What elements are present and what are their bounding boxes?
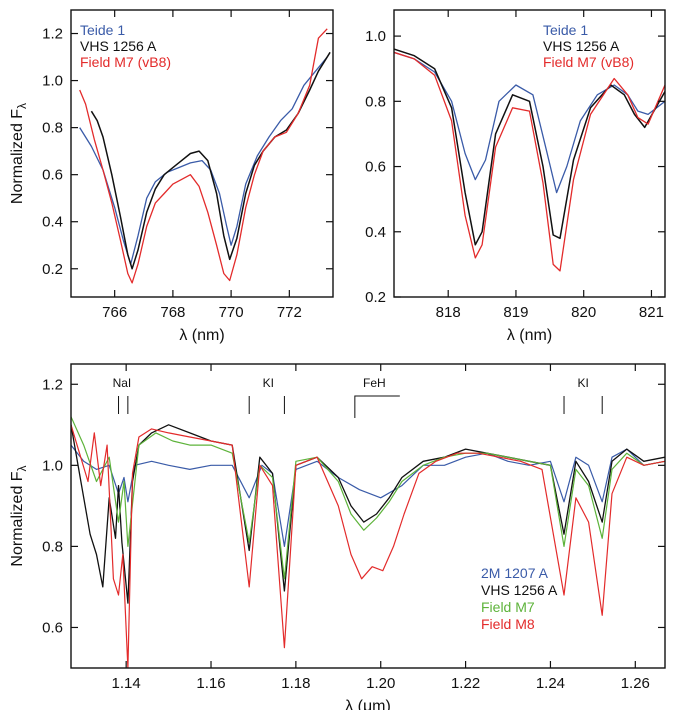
series-line-teide-1 bbox=[394, 51, 665, 194]
series-group bbox=[71, 416, 665, 668]
series-line-field-m8 bbox=[71, 424, 665, 668]
y-tick-label: 1.2 bbox=[42, 376, 63, 393]
panel-bottom: 1.14 1.16 1.18 1.20 1.22 1.24 1.26 0.6 0.8 1.0 1.2… bbox=[9, 363, 666, 710]
y-tick-label: 0.2 bbox=[42, 261, 63, 278]
y-tick-label: 0.6 bbox=[42, 167, 63, 184]
x-axis-label-symbol: λ bbox=[345, 698, 357, 710]
x-tick-label: 770 bbox=[219, 304, 244, 321]
x-axis-label-symbol: λ bbox=[179, 327, 191, 344]
x-tick-label: 818 bbox=[436, 304, 461, 321]
x-tick-label: 1.22 bbox=[451, 675, 480, 692]
series-group bbox=[394, 48, 665, 272]
series-line-field-m7-vb8- bbox=[394, 51, 665, 272]
panel-top-left: 766 768 770 772 0.2 0.4 0.6 0.8 1.0 1.2 λ (nm) Norm… bbox=[9, 9, 334, 344]
x-tick-label: 766 bbox=[102, 304, 127, 321]
series-line-vhs-1256-a bbox=[90, 51, 331, 270]
y-tick-label: 0.4 bbox=[365, 224, 386, 241]
x-tick-label: 819 bbox=[503, 304, 528, 321]
line-id-label: FeH bbox=[363, 376, 386, 390]
y-axis-label-text: Normalized F bbox=[9, 109, 26, 204]
x-axis-label-unit: (nm) bbox=[192, 327, 225, 344]
legend-entry: Field M8 bbox=[481, 616, 535, 632]
x-tick-label: 1.20 bbox=[366, 675, 395, 692]
series-group bbox=[79, 28, 331, 284]
x-tick-label: 1.18 bbox=[281, 675, 310, 692]
y-tick-label: 0.6 bbox=[42, 619, 63, 636]
y-axis-label-text: Normalized F bbox=[9, 471, 26, 566]
y-axis-label-subscript: λ bbox=[15, 103, 29, 109]
x-axis-label-symbol: λ bbox=[507, 327, 519, 344]
legend-entry: Teide 1 bbox=[80, 22, 125, 38]
x-tick-label: 1.14 bbox=[112, 675, 141, 692]
x-tick-label: 1.24 bbox=[536, 675, 565, 692]
x-tick-label: 821 bbox=[639, 304, 664, 321]
x-tick-label: 768 bbox=[160, 304, 185, 321]
line-id-label: NaI bbox=[113, 376, 132, 390]
y-tick-label: 0.8 bbox=[42, 538, 63, 555]
plot-frame bbox=[70, 363, 666, 669]
x-axis-label: λ (nm) bbox=[507, 327, 552, 344]
x-axis-label-unit: (nm) bbox=[519, 327, 552, 344]
line-id-label: KI bbox=[577, 376, 588, 390]
line-id-label: KI bbox=[263, 376, 274, 390]
plot-frame bbox=[393, 9, 666, 298]
series-line-2m-1207-a bbox=[71, 444, 665, 547]
legend-entry: Field M7 (vB8) bbox=[80, 54, 171, 70]
y-tick-label: 1.0 bbox=[42, 73, 63, 90]
legend-entry: VHS 1256 A bbox=[543, 38, 620, 54]
x-tick-label: 772 bbox=[277, 304, 302, 321]
x-tick-label: 820 bbox=[571, 304, 596, 321]
x-tick-label: 1.26 bbox=[621, 675, 650, 692]
y-axis-label: Normalized Fλ bbox=[9, 103, 29, 204]
plot-frame bbox=[70, 9, 334, 298]
legend-entry: VHS 1256 A bbox=[481, 582, 558, 598]
series-line-vhs-1256-a bbox=[71, 424, 665, 604]
x-axis-label-unit: (μm) bbox=[358, 698, 391, 710]
x-axis-label: λ (μm) bbox=[345, 698, 391, 710]
legend-entry: Field M7 (vB8) bbox=[543, 54, 634, 70]
y-axis-label-subscript: λ bbox=[15, 465, 29, 471]
legend-entry: Field M7 bbox=[481, 599, 535, 615]
legend-entry: Teide 1 bbox=[543, 22, 588, 38]
x-tick-label: 1.16 bbox=[196, 675, 225, 692]
y-tick-label: 0.6 bbox=[365, 159, 386, 176]
feh-bandhead-bracket bbox=[354, 395, 400, 418]
series-line-teide-1 bbox=[79, 56, 328, 265]
panel-top-right: 818 819 820 821 0.2 0.4 0.6 0.8 1.0 λ (nm) Teide 1… bbox=[365, 9, 666, 344]
y-tick-label: 1.0 bbox=[42, 457, 63, 474]
legend-entry: 2M 1207 A bbox=[481, 565, 549, 581]
x-axis-label: λ (nm) bbox=[179, 327, 224, 344]
series-line-vhs-1256-a bbox=[394, 48, 665, 246]
y-axis-label: Normalized Fλ bbox=[9, 465, 29, 566]
y-tick-label: 1.2 bbox=[42, 26, 63, 43]
y-tick-label: 0.2 bbox=[365, 289, 386, 306]
y-tick-label: 1.0 bbox=[365, 28, 386, 45]
series-line-field-m7 bbox=[71, 416, 665, 580]
y-tick-label: 0.8 bbox=[365, 93, 386, 110]
series-line-field-m7-vb8- bbox=[79, 28, 328, 284]
y-tick-label: 0.4 bbox=[42, 214, 63, 231]
y-tick-label: 0.8 bbox=[42, 120, 63, 137]
legend-entry: VHS 1256 A bbox=[80, 38, 157, 54]
